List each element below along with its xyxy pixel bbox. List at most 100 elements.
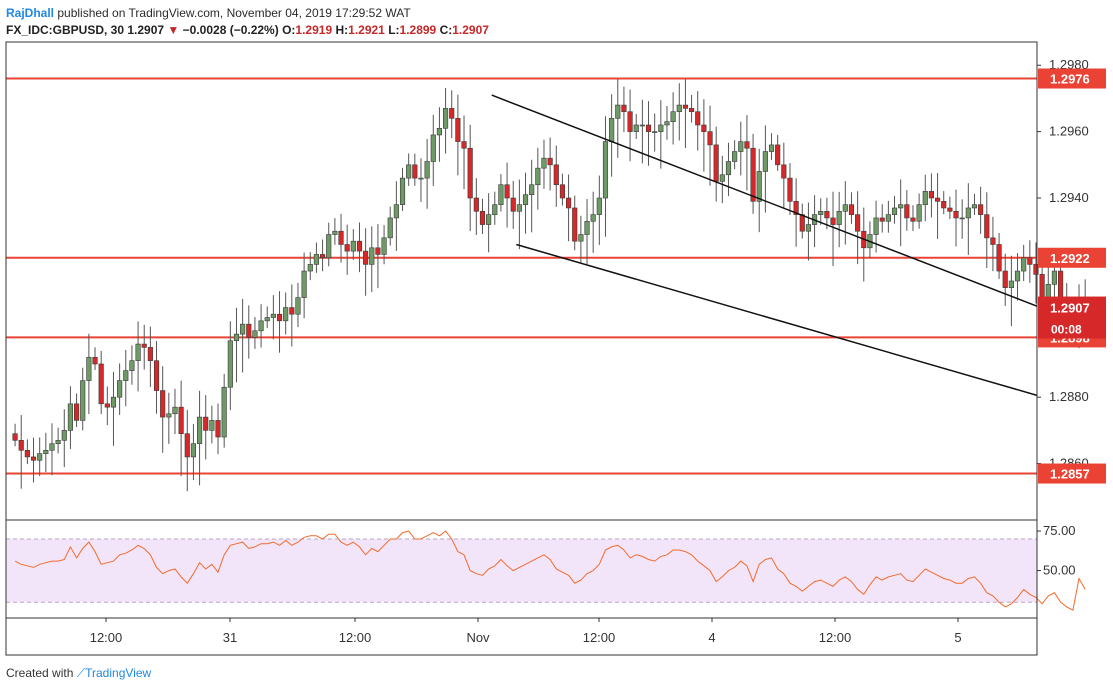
candle-body bbox=[873, 217, 879, 235]
author-name[interactable]: RajDhall bbox=[6, 6, 55, 20]
candle bbox=[615, 79, 621, 158]
candle bbox=[891, 195, 898, 224]
candle-body bbox=[43, 449, 49, 454]
candle-body bbox=[584, 220, 590, 235]
rsi-tick-label: 50.00 bbox=[1043, 563, 1076, 578]
candle-body bbox=[799, 214, 805, 232]
candle-body bbox=[344, 244, 350, 252]
candle-body bbox=[467, 147, 473, 199]
candle-body bbox=[910, 217, 916, 222]
candle-body bbox=[645, 124, 652, 132]
candle bbox=[861, 207, 867, 282]
candle-body bbox=[984, 214, 990, 239]
candle-body bbox=[922, 191, 928, 205]
low-label: L: bbox=[388, 23, 400, 37]
candle bbox=[393, 181, 399, 251]
candle bbox=[898, 179, 904, 247]
candle-body bbox=[166, 413, 172, 418]
candle-body bbox=[959, 217, 965, 220]
support-resistance-lines bbox=[6, 77, 1037, 475]
candle bbox=[910, 205, 916, 231]
level-price-label: 1.2922 bbox=[1050, 251, 1090, 266]
candle-body bbox=[701, 124, 707, 132]
candle-body bbox=[818, 210, 824, 215]
candle bbox=[971, 193, 978, 216]
candle bbox=[80, 367, 86, 431]
rsi-pane bbox=[6, 538, 1037, 603]
candle-body bbox=[535, 167, 541, 186]
level-price-tag bbox=[1038, 463, 1106, 484]
candle bbox=[953, 189, 959, 247]
candle-body bbox=[461, 141, 467, 149]
time-tick-label: 12:00 bbox=[583, 630, 616, 645]
candle bbox=[941, 191, 947, 215]
candle-body bbox=[227, 340, 233, 388]
candle-body bbox=[486, 214, 492, 225]
candle bbox=[965, 183, 971, 255]
candle-body bbox=[824, 210, 830, 219]
candle-body bbox=[61, 430, 67, 441]
candle bbox=[805, 202, 812, 261]
candle bbox=[467, 124, 473, 231]
candle-body bbox=[104, 403, 110, 408]
time-tick-label: 31 bbox=[223, 630, 237, 645]
candle bbox=[221, 373, 227, 448]
candle-body bbox=[424, 161, 430, 179]
candle bbox=[1014, 253, 1021, 301]
candle bbox=[326, 222, 332, 267]
candle-body bbox=[633, 124, 639, 132]
candle-body bbox=[615, 104, 621, 119]
candle bbox=[855, 191, 861, 265]
candle bbox=[590, 191, 596, 253]
candle-body bbox=[510, 197, 516, 212]
candle bbox=[184, 409, 190, 492]
candle bbox=[160, 366, 166, 453]
high-label: H: bbox=[335, 23, 349, 37]
candle bbox=[18, 415, 24, 489]
candle bbox=[652, 113, 658, 152]
candle bbox=[609, 94, 615, 177]
candle-body bbox=[990, 237, 996, 245]
candle bbox=[86, 333, 92, 415]
candle bbox=[535, 147, 541, 210]
candle bbox=[104, 386, 110, 426]
tradingview-brand[interactable]: TradingView bbox=[85, 666, 152, 680]
candle-body bbox=[1045, 284, 1051, 298]
rsi-series bbox=[14, 530, 1086, 611]
axes: 1.29801.29601.29401.28801.28601.29761.29… bbox=[90, 57, 1106, 645]
candle bbox=[178, 380, 184, 477]
candle bbox=[799, 203, 805, 239]
candle-body bbox=[775, 144, 781, 166]
candle-body bbox=[338, 230, 344, 245]
candle-body bbox=[399, 177, 406, 205]
candle bbox=[49, 423, 55, 476]
candle-body bbox=[135, 343, 141, 361]
rsi-line bbox=[14, 530, 1086, 611]
candle-body bbox=[141, 343, 147, 348]
candle-body bbox=[1051, 270, 1058, 285]
candle-body bbox=[442, 108, 449, 129]
level-price-tag bbox=[1038, 247, 1106, 268]
candle bbox=[559, 173, 566, 206]
candle-body bbox=[455, 118, 461, 142]
candle-body bbox=[971, 204, 978, 209]
ohlc-legend: FX_IDC:GBPUSD, 30 1.2907 ▼ −0.0028 (−0.2… bbox=[6, 23, 489, 37]
rsi-band bbox=[6, 538, 1037, 603]
candle-body bbox=[153, 360, 160, 391]
candle-body bbox=[836, 210, 842, 225]
candle-body bbox=[129, 360, 135, 371]
candle-body bbox=[313, 254, 319, 265]
candle-body bbox=[670, 111, 676, 122]
publish-info: RajDhall published on TradingView.com, N… bbox=[6, 6, 411, 20]
candle bbox=[1008, 255, 1014, 327]
candle bbox=[916, 193, 922, 229]
candle-body bbox=[658, 124, 664, 132]
candle bbox=[61, 409, 67, 468]
candle bbox=[141, 324, 147, 370]
candle-body bbox=[18, 440, 24, 451]
candle bbox=[529, 159, 535, 233]
candle bbox=[486, 193, 492, 253]
candle-body bbox=[738, 141, 744, 152]
candle-body bbox=[215, 420, 221, 438]
